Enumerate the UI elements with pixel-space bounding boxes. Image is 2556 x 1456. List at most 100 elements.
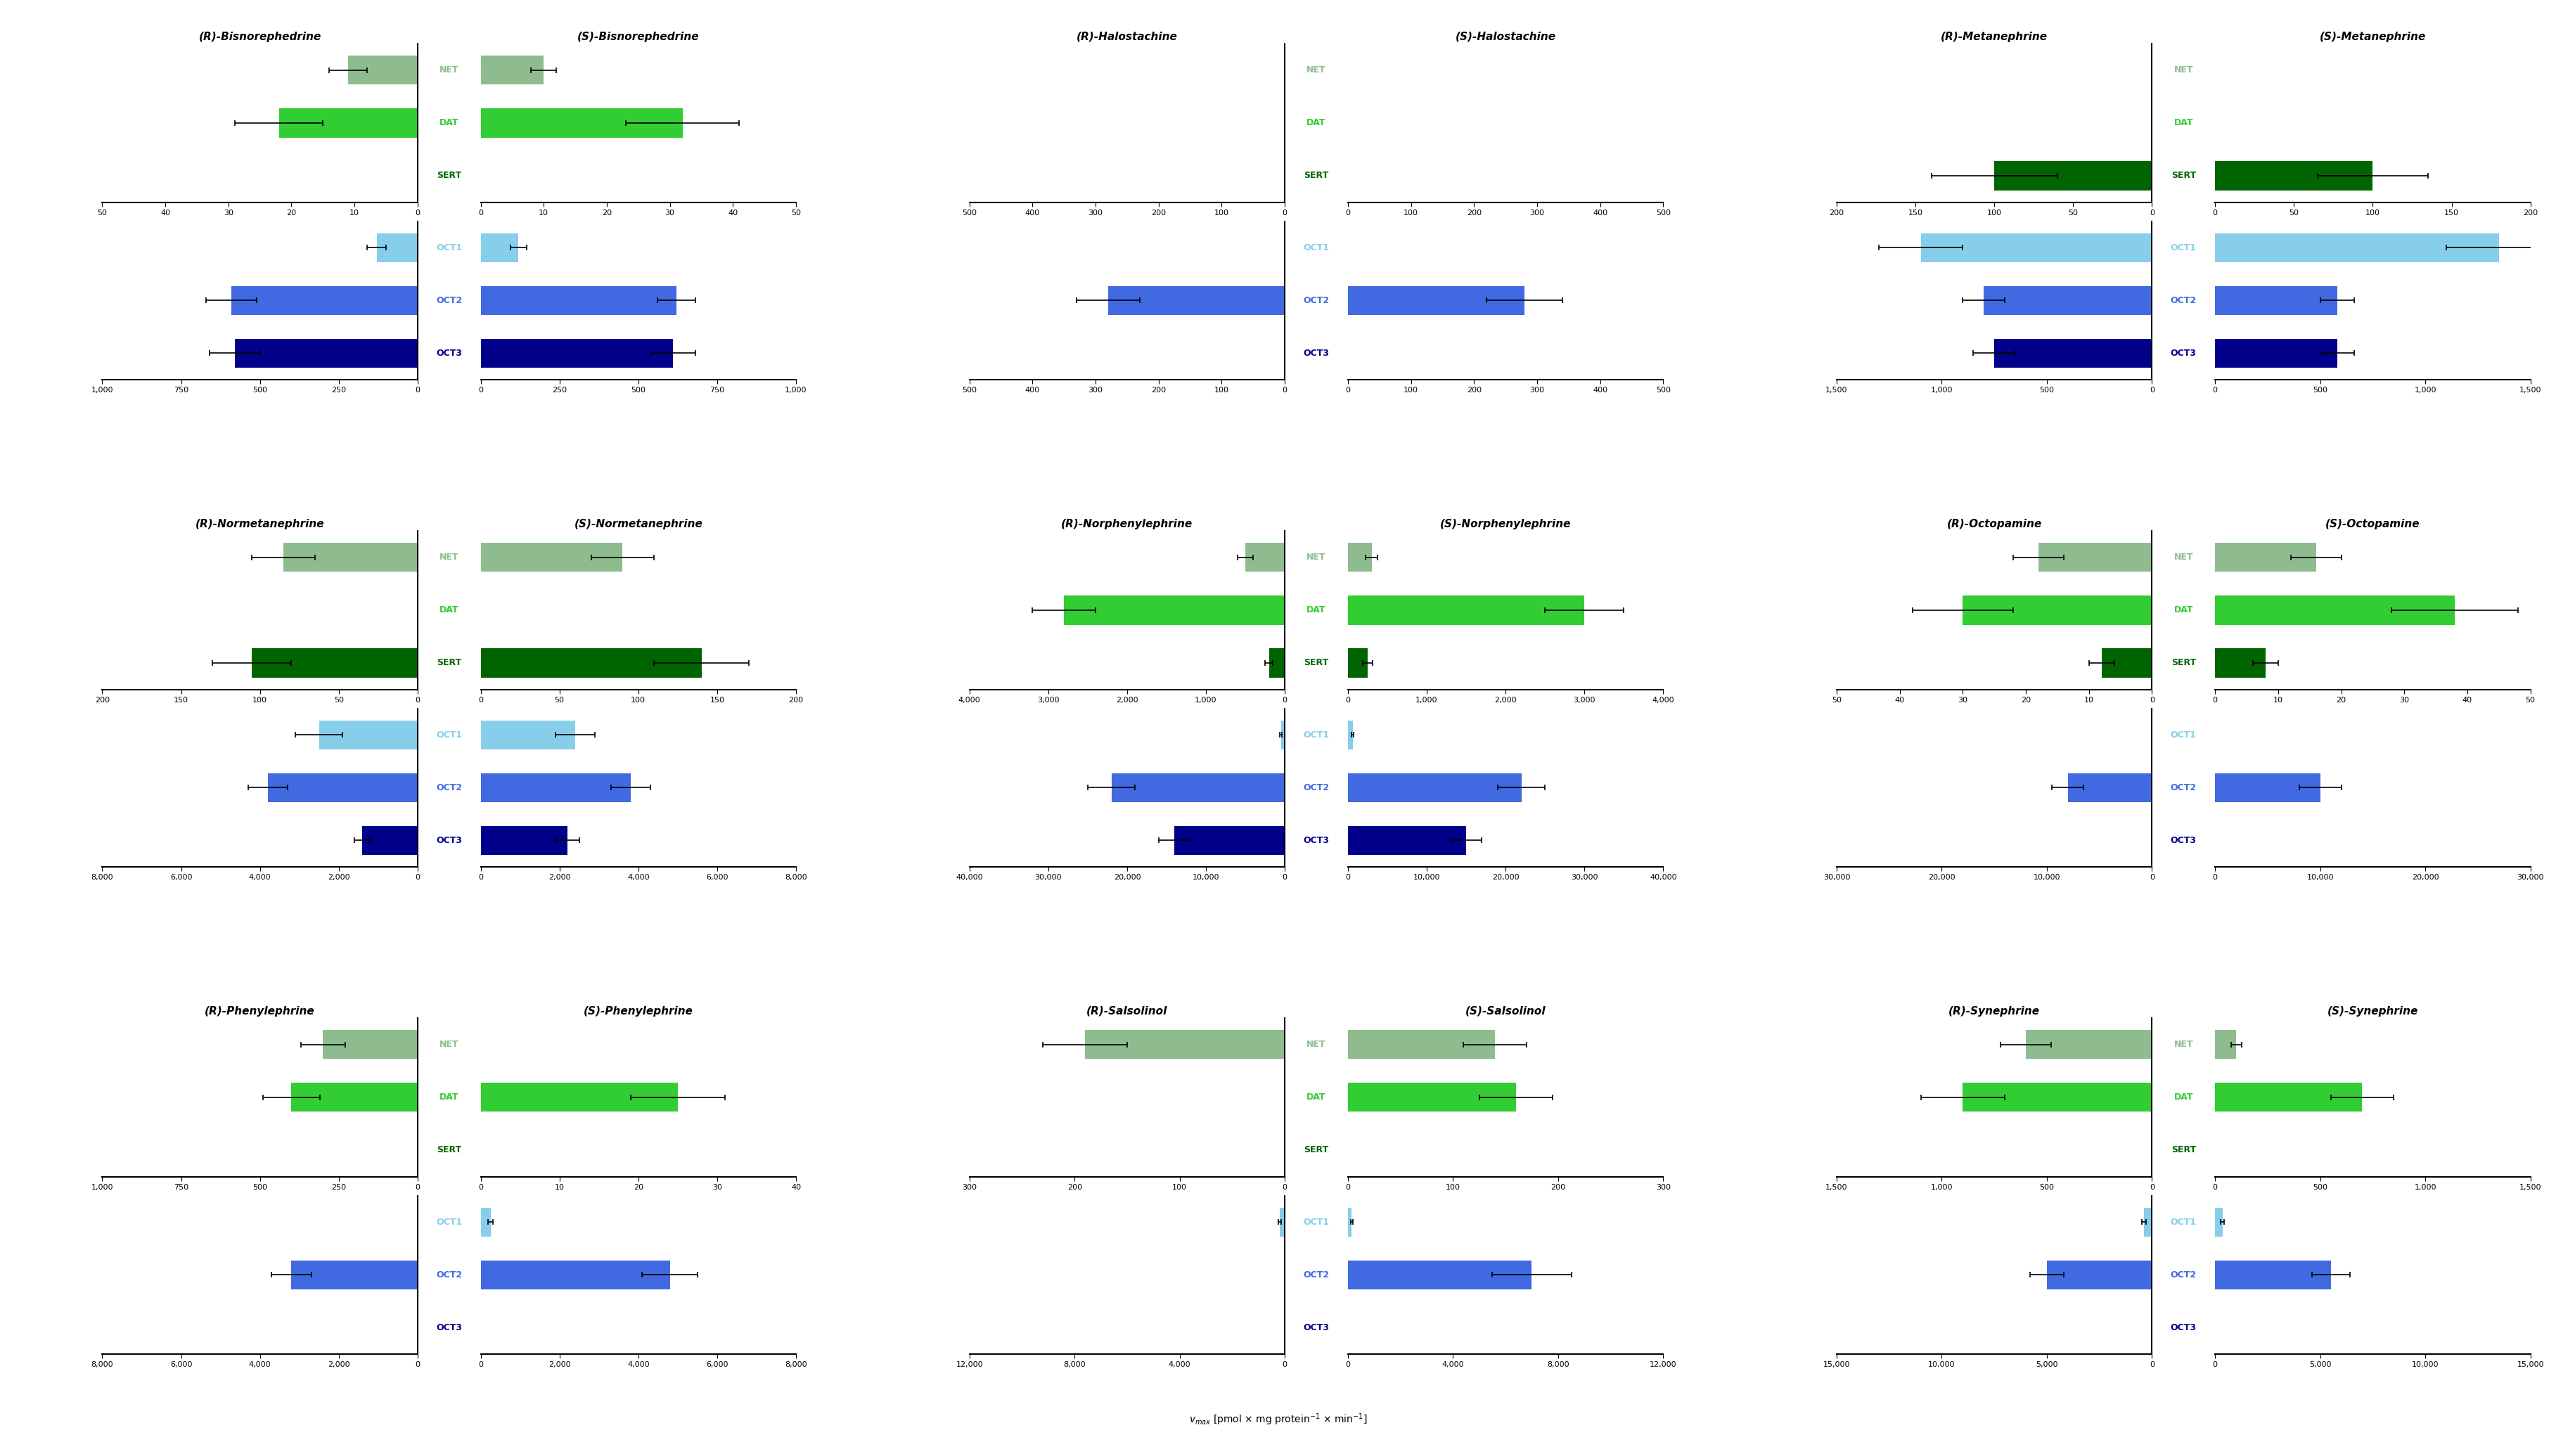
Bar xyxy=(363,826,417,855)
Text: SERT: SERT xyxy=(2170,1146,2196,1155)
Bar xyxy=(2047,1261,2152,1290)
Text: OCT3: OCT3 xyxy=(1304,348,1329,358)
Bar xyxy=(481,773,631,802)
Bar xyxy=(1086,1029,1286,1059)
Bar xyxy=(2216,233,2500,262)
Text: SERT: SERT xyxy=(437,1146,463,1155)
Title: (S)-Bisnorephedrine: (S)-Bisnorephedrine xyxy=(578,32,700,42)
Text: OCT3: OCT3 xyxy=(437,348,463,358)
Text: OCT1: OCT1 xyxy=(2170,731,2196,740)
Bar xyxy=(1347,543,1373,572)
Bar xyxy=(233,285,417,314)
Text: OCT1: OCT1 xyxy=(437,1217,463,1226)
Text: NET: NET xyxy=(1306,553,1327,562)
Bar xyxy=(279,108,417,137)
Text: OCT2: OCT2 xyxy=(2170,783,2196,792)
Bar xyxy=(481,108,682,137)
Text: DAT: DAT xyxy=(2175,606,2193,614)
Bar xyxy=(481,648,700,677)
Text: SERT: SERT xyxy=(1304,1146,1329,1155)
Title: (R)-Normetanephrine: (R)-Normetanephrine xyxy=(194,518,325,529)
Title: (S)-Phenylephrine: (S)-Phenylephrine xyxy=(583,1006,693,1016)
Text: OCT1: OCT1 xyxy=(1304,1217,1329,1226)
Text: OCT3: OCT3 xyxy=(437,836,463,844)
Bar xyxy=(1920,233,2152,262)
Text: OCT1: OCT1 xyxy=(2170,1217,2196,1226)
Text: NET: NET xyxy=(1306,1040,1327,1050)
Title: (R)-Metanephrine: (R)-Metanephrine xyxy=(1940,32,2047,42)
Text: OCT1: OCT1 xyxy=(2170,243,2196,252)
Bar xyxy=(322,1029,417,1059)
Title: (S)-Octopamine: (S)-Octopamine xyxy=(2326,518,2421,529)
Title: (R)-Phenylephrine: (R)-Phenylephrine xyxy=(204,1006,314,1016)
Title: (R)-Octopamine: (R)-Octopamine xyxy=(1948,518,2042,529)
Text: DAT: DAT xyxy=(2175,1093,2193,1102)
Title: (S)-Normetanephrine: (S)-Normetanephrine xyxy=(575,518,703,529)
Bar xyxy=(376,233,417,262)
Text: OCT2: OCT2 xyxy=(1304,783,1329,792)
Bar xyxy=(1347,1261,1531,1290)
Text: OCT2: OCT2 xyxy=(1304,296,1329,304)
Bar xyxy=(481,55,544,84)
Bar xyxy=(2216,543,2316,572)
Bar xyxy=(1994,162,2152,191)
Text: OCT1: OCT1 xyxy=(437,243,463,252)
Text: OCT1: OCT1 xyxy=(1304,731,1329,740)
Bar xyxy=(2216,773,2321,802)
Bar xyxy=(481,721,575,750)
Bar xyxy=(2216,596,2454,625)
Text: DAT: DAT xyxy=(1306,118,1327,128)
Title: (S)-Salsolinol: (S)-Salsolinol xyxy=(1465,1006,1546,1016)
Title: (S)-Halostachine: (S)-Halostachine xyxy=(1454,32,1557,42)
Title: (R)-Bisnorephedrine: (R)-Bisnorephedrine xyxy=(199,32,322,42)
Text: $\mathit{v}_{max}$ [pmol $\times$ mg protein$^{-1}$ $\times$ min$^{-1}$]: $\mathit{v}_{max}$ [pmol $\times$ mg pro… xyxy=(1189,1412,1367,1427)
Text: OCT3: OCT3 xyxy=(2170,1324,2196,1332)
Text: NET: NET xyxy=(440,1040,458,1050)
Bar xyxy=(2101,648,2152,677)
Text: OCT3: OCT3 xyxy=(2170,348,2196,358)
Bar xyxy=(1983,285,2152,314)
Bar xyxy=(291,1083,417,1112)
Bar xyxy=(1268,648,1286,677)
Text: DAT: DAT xyxy=(440,606,458,614)
Text: OCT2: OCT2 xyxy=(2170,1270,2196,1280)
Bar xyxy=(481,1083,677,1112)
Text: DAT: DAT xyxy=(1306,1093,1327,1102)
Text: SERT: SERT xyxy=(1304,658,1329,667)
Bar xyxy=(2027,1029,2152,1059)
Bar xyxy=(284,543,417,572)
Bar xyxy=(1347,1029,1495,1059)
Bar xyxy=(2216,339,2336,368)
Title: (R)-Synephrine: (R)-Synephrine xyxy=(1948,1006,2040,1016)
Text: OCT2: OCT2 xyxy=(2170,296,2196,304)
Bar xyxy=(1347,596,1585,625)
Bar xyxy=(1347,773,1521,802)
Text: DAT: DAT xyxy=(1306,606,1327,614)
Text: NET: NET xyxy=(2175,553,2193,562)
Bar xyxy=(1347,285,1523,314)
Bar xyxy=(1281,1207,1286,1236)
Bar xyxy=(2216,648,2265,677)
Bar xyxy=(1173,826,1286,855)
Text: SERT: SERT xyxy=(2170,658,2196,667)
Bar xyxy=(2216,1029,2236,1059)
Bar xyxy=(1347,1207,1352,1236)
Bar xyxy=(1245,543,1286,572)
Text: DAT: DAT xyxy=(2175,118,2193,128)
Text: OCT2: OCT2 xyxy=(437,783,463,792)
Bar xyxy=(348,55,417,84)
Bar xyxy=(1109,285,1286,314)
Bar xyxy=(291,1261,417,1290)
Text: DAT: DAT xyxy=(440,118,458,128)
Bar xyxy=(253,648,417,677)
Bar xyxy=(1994,339,2152,368)
Text: OCT1: OCT1 xyxy=(1304,243,1329,252)
Text: OCT3: OCT3 xyxy=(1304,836,1329,844)
Bar xyxy=(1347,648,1367,677)
Bar xyxy=(1063,596,1286,625)
Bar xyxy=(481,1261,670,1290)
Text: NET: NET xyxy=(440,66,458,74)
Bar xyxy=(320,721,417,750)
Text: SERT: SERT xyxy=(437,172,463,181)
Bar xyxy=(2040,543,2152,572)
